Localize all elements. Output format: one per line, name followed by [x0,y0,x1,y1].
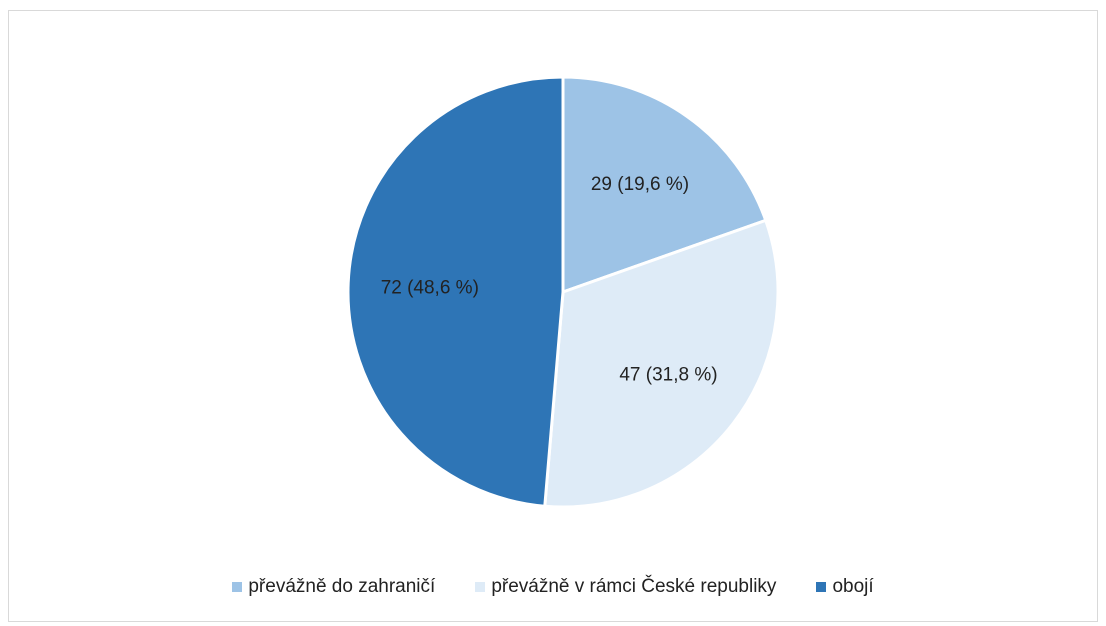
legend-label-ceska-republika: převážně v rámci České republiky [491,576,777,597]
legend-label-oboji: obojí [832,576,874,597]
legend-item-ceska-republika: převážně v rámci České republiky [475,576,776,598]
legend-swatch-oboji [816,582,827,592]
pie-slice-oboji [346,75,565,508]
data-label-oboji: 72 (48,6 %) [381,277,479,298]
pie-slices [346,75,780,509]
pie-slice-ceska-republika [543,218,780,509]
data-label-zahranici: 29 (19,6 %) [591,174,689,195]
legend-label-zahranici: převážně do zahraničí [248,576,436,597]
legend: převážně do zahraničí převážně v rámci Č… [0,576,1106,598]
legend-swatch-zahranici [232,582,243,592]
legend-item-zahranici: převážně do zahraničí [232,576,435,598]
data-label-ceska-republika: 47 (31,8 %) [619,365,717,386]
pie-data-labels: 29 (19,6 %) 47 (31,8 %) 72 (48,6 %) [381,174,718,385]
legend-swatch-ceska-republika [475,582,486,592]
legend-item-oboji: obojí [816,576,874,598]
